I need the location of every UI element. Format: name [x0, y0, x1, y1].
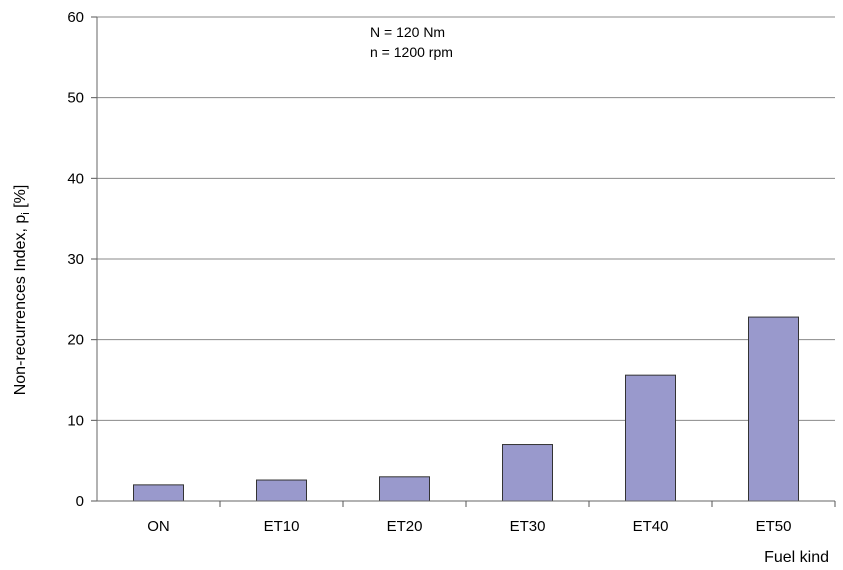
bar-on [133, 484, 184, 502]
x-tick-label: ET50 [756, 518, 792, 535]
y-tick-label: 60 [67, 9, 84, 26]
y-tick-label: 50 [67, 90, 84, 107]
y-tick-label: 40 [67, 170, 84, 187]
bar-et40 [625, 374, 676, 502]
bar-et10 [256, 479, 307, 502]
x-tick-label: ET10 [264, 518, 300, 535]
annotation-torque: N = 120 Nm [370, 24, 446, 40]
x-tick-label: ET30 [510, 518, 546, 535]
bar-et30 [502, 444, 553, 502]
y-axis-label: Non-recurrences Index, pi [%] [11, 184, 33, 396]
y-tick-label: 20 [67, 332, 84, 349]
x-axis-label: Fuel kind [764, 549, 829, 566]
x-tick-label: ET20 [387, 518, 423, 535]
grid-lines [97, 16, 835, 421]
annotation-speed: n = 1200 rpm [370, 44, 453, 60]
bar-et20 [379, 476, 430, 502]
y-tick-label: 10 [67, 412, 84, 429]
bar-et50 [748, 316, 799, 502]
x-tick-label: ON [147, 518, 170, 535]
axes: 0 10 20 30 40 50 60 ON ET10 ET20 ET30 ET40 ET50 [67, 9, 836, 535]
bars [133, 316, 799, 502]
y-tick-label: 30 [67, 251, 84, 268]
x-tick-label: ET40 [633, 518, 669, 535]
y-tick-label: 0 [76, 493, 84, 510]
